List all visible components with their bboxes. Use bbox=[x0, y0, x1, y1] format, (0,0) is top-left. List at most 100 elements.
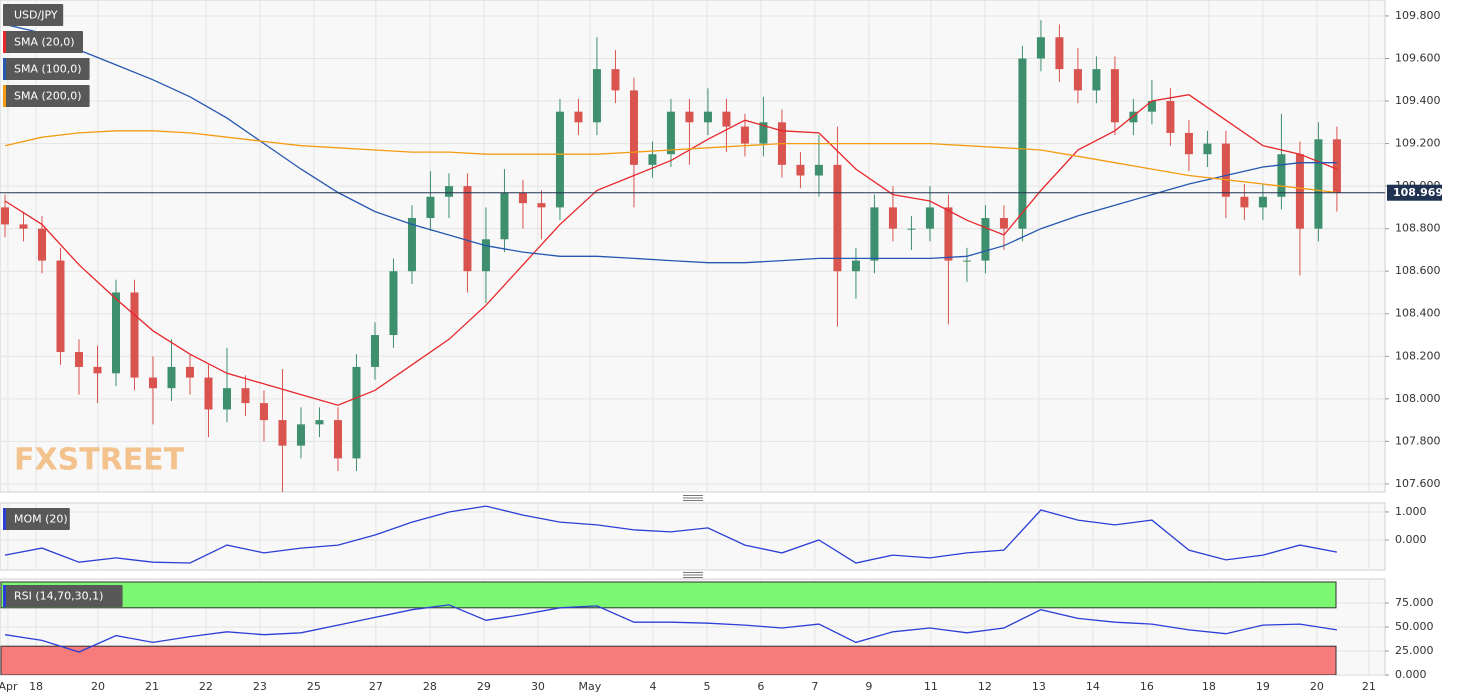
x-tick-label: 9 bbox=[865, 680, 872, 693]
x-tick-label: 18 bbox=[1202, 680, 1216, 693]
candle-body bbox=[74, 352, 83, 367]
candle-body bbox=[1129, 111, 1138, 123]
legend-label: SMA (200,0) bbox=[14, 90, 82, 103]
indicator-line bbox=[4, 130, 1337, 194]
x-tick-label: 16 bbox=[1140, 680, 1154, 693]
candle-body bbox=[833, 164, 842, 272]
candle-body bbox=[907, 228, 916, 230]
x-tick-label: 23 bbox=[253, 680, 267, 693]
plot-layer bbox=[0, 503, 1385, 570]
candle-body bbox=[426, 196, 435, 219]
candle-body bbox=[407, 218, 416, 272]
candle-body bbox=[296, 424, 305, 446]
y-tick-label: 109.200 bbox=[1395, 137, 1441, 150]
x-tick-label: 12 bbox=[978, 680, 992, 693]
y-tick-label: 50.000 bbox=[1395, 620, 1434, 633]
candle-body bbox=[148, 377, 157, 389]
x-tick-label: 28 bbox=[423, 680, 437, 693]
candle-body bbox=[19, 224, 28, 229]
legend-label: SMA (20,0) bbox=[14, 36, 75, 49]
price-panel bbox=[0, 0, 1386, 493]
x-tick-label: 13 bbox=[1032, 680, 1046, 693]
candle-body bbox=[814, 164, 823, 176]
legend-swatch bbox=[3, 31, 6, 53]
x-tick-label: 20 bbox=[91, 680, 105, 693]
candle-body bbox=[352, 366, 361, 459]
y-tick-label: 75.000 bbox=[1395, 596, 1434, 609]
legend-box bbox=[3, 31, 83, 53]
x-tick-label: 4 bbox=[650, 680, 657, 693]
candle-body bbox=[981, 218, 990, 261]
candle-body bbox=[1258, 196, 1267, 208]
watermark: FXSTREET bbox=[14, 443, 185, 478]
y-tick-label: 108.600 bbox=[1395, 264, 1441, 277]
y-tick-label: 108.000 bbox=[1395, 392, 1441, 405]
candle-body bbox=[1240, 196, 1249, 208]
legend-label: USD/JPY bbox=[14, 9, 58, 22]
candle-body bbox=[1055, 37, 1064, 70]
candle-body bbox=[1092, 69, 1101, 91]
candle-body bbox=[759, 122, 768, 144]
x-tick-label: 14 bbox=[1086, 680, 1100, 693]
candle-body bbox=[925, 207, 934, 229]
candle-body bbox=[1018, 58, 1027, 229]
y-tick-label: 25.000 bbox=[1395, 644, 1434, 657]
candle-body bbox=[666, 111, 675, 155]
candle-body bbox=[111, 292, 120, 374]
candle-body bbox=[463, 186, 472, 272]
candle-body bbox=[389, 271, 398, 336]
x-tick-label: 5 bbox=[704, 680, 711, 693]
legend-swatch bbox=[3, 85, 6, 107]
candle-body bbox=[500, 192, 509, 240]
candle-body bbox=[537, 203, 546, 208]
candle-body bbox=[999, 218, 1008, 229]
panel-handle[interactable] bbox=[683, 572, 703, 578]
plot-layer bbox=[0, 579, 1385, 675]
candle-body bbox=[1295, 154, 1304, 229]
candle-body bbox=[796, 164, 805, 176]
legend-box bbox=[3, 585, 123, 607]
indicator-line bbox=[4, 23, 1337, 264]
candle-body bbox=[518, 192, 527, 204]
candle-body bbox=[703, 111, 712, 123]
legend-swatch bbox=[3, 508, 6, 530]
candle-body bbox=[333, 420, 342, 459]
candle-body bbox=[222, 388, 231, 410]
candle-body bbox=[1036, 37, 1045, 59]
x-tick-label: May bbox=[579, 680, 602, 693]
x-tick-label: 25 bbox=[307, 680, 321, 693]
candle-body bbox=[944, 207, 953, 261]
candle-body bbox=[1110, 69, 1119, 123]
candle-body bbox=[555, 111, 564, 208]
candle-body bbox=[1314, 139, 1323, 229]
indicator-line bbox=[4, 604, 1338, 653]
x-tick-label: 29 bbox=[477, 680, 491, 693]
legend-box bbox=[3, 4, 64, 26]
candle-body bbox=[722, 111, 731, 127]
y-tick-label: 1.000 bbox=[1395, 505, 1427, 518]
candle-body bbox=[241, 388, 250, 404]
x-tick-label: 19 bbox=[1256, 680, 1270, 693]
candle-body bbox=[574, 111, 583, 123]
candle-body bbox=[611, 69, 620, 91]
y-tick-label: 108.200 bbox=[1395, 349, 1441, 362]
panel-handle[interactable] bbox=[683, 495, 703, 501]
candle-body bbox=[1277, 154, 1286, 197]
candle-body bbox=[481, 239, 490, 272]
candle-body bbox=[888, 207, 897, 229]
candle-body bbox=[1221, 143, 1230, 197]
x-tick-label: 22 bbox=[199, 680, 213, 693]
candle-body bbox=[1147, 101, 1156, 112]
x-tick-label: 11 bbox=[924, 680, 938, 693]
x-tick-label: 18 bbox=[29, 680, 43, 693]
candle-body bbox=[259, 403, 268, 421]
legend-box bbox=[3, 508, 70, 530]
candle-body bbox=[56, 260, 65, 353]
y-tick-label: 107.600 bbox=[1395, 477, 1441, 490]
indicator-line bbox=[4, 94, 1338, 406]
y-tick-label: 108.400 bbox=[1395, 307, 1441, 320]
legend-swatch bbox=[3, 585, 6, 607]
candle-body bbox=[444, 186, 453, 197]
y-tick-label: 109.800 bbox=[1395, 9, 1441, 22]
